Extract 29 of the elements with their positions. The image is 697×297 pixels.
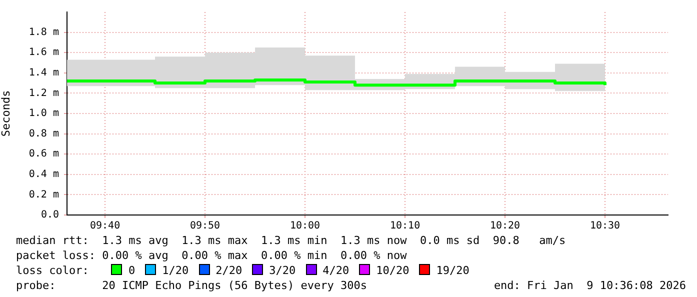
text: median rtt: 1.3 ms avg 1.3 ms max 1.3 ms min 1.3 ms now 0.0 ms sd 90.8 am/s (16, 233, 567, 248)
y-tick-label: 1.0 m (28, 108, 59, 120)
y-tick-label: 0.4 m (28, 168, 59, 180)
legend-label: 1/20 (162, 264, 189, 277)
x-tick-label: 10:20 (490, 220, 520, 232)
legend-label: 2/20 (216, 264, 242, 277)
legend-label: 10/20 (376, 264, 410, 277)
y-tick-label: 1.6 m (28, 47, 59, 58)
legend-label: 19/20 (436, 264, 470, 277)
text: probe: 20 ICMP Echo Pings (56 Bytes) every 300s (16, 278, 367, 293)
y-tick-label: 1.2 m (28, 88, 59, 99)
y-tick-label: 1.8 m (28, 26, 59, 38)
text: end: Fri Jan 9 10:36:08 2026 (494, 278, 686, 293)
x-tick-label: 10:30 (590, 220, 620, 232)
y-tick-label: 0.2 m (28, 189, 59, 200)
legend-label: 4/20 (322, 264, 350, 277)
legend-label: 0 (128, 264, 136, 277)
x-tick-label: 09:50 (190, 220, 220, 232)
text: packet loss: 0.00 % avg 0.00 % max 0.00 % min 0.00 % now (16, 248, 408, 263)
x-tick-label: 10:00 (290, 220, 320, 232)
y-tick-label: 0.6 m (28, 148, 59, 160)
y-axis-title: Seconds (0, 90, 12, 137)
legend-title: loss color: (16, 264, 89, 277)
legend-label: 3/20 (269, 264, 296, 277)
x-tick-label: 09:40 (90, 220, 120, 232)
y-tick-label: 0.0 (40, 210, 59, 221)
x-tick-label: 10:10 (390, 220, 420, 232)
y-tick-label: 0.8 m (28, 128, 59, 140)
y-tick-label: 1.4 m (28, 67, 59, 78)
